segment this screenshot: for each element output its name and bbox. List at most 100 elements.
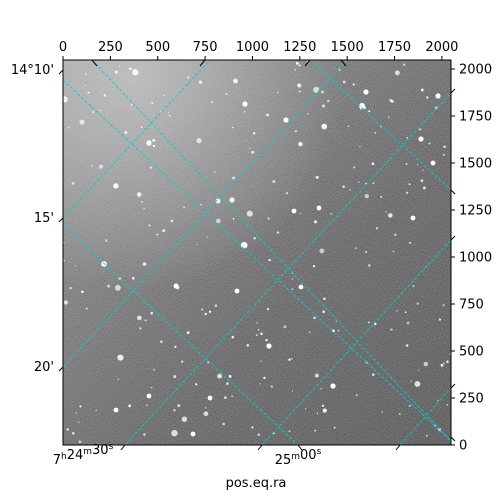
star-field [63, 60, 451, 444]
star [298, 90, 301, 93]
grid-edge-tick [340, 59, 347, 67]
star [167, 111, 170, 114]
star [252, 132, 256, 135]
star [291, 288, 294, 291]
star [387, 116, 390, 118]
star [294, 69, 297, 71]
star [313, 86, 320, 93]
x-tick-label: 500 [145, 40, 170, 55]
star [200, 204, 202, 206]
star [260, 360, 262, 362]
star [392, 250, 395, 253]
star [168, 114, 171, 117]
star [204, 312, 207, 316]
y-tick-label: 250 [459, 392, 484, 407]
star [322, 104, 325, 108]
star [103, 93, 107, 97]
star [124, 130, 128, 134]
star [349, 189, 351, 191]
star [342, 80, 346, 84]
star [141, 200, 144, 204]
star [149, 166, 152, 169]
dec-axis: 14°10' 15' 20' [11, 59, 456, 451]
star [259, 383, 261, 385]
star [313, 316, 316, 320]
star [177, 404, 181, 408]
star [272, 180, 276, 183]
star [422, 169, 424, 171]
star [129, 67, 132, 71]
star [130, 103, 133, 106]
star [364, 250, 368, 254]
star [95, 409, 97, 412]
star [330, 212, 332, 215]
star [71, 181, 75, 185]
star [374, 132, 377, 134]
star [322, 310, 326, 314]
star [321, 90, 324, 94]
star [224, 396, 227, 399]
grid-line [63, 79, 451, 442]
star [105, 240, 108, 243]
plot-frame [62, 59, 452, 446]
star [71, 431, 75, 435]
star [160, 340, 163, 344]
star [276, 91, 279, 94]
grid-edge-tick [257, 444, 263, 451]
star [418, 136, 424, 142]
star [323, 297, 326, 300]
grid-line [309, 60, 451, 191]
star [78, 440, 82, 444]
star [423, 361, 428, 367]
star [304, 408, 307, 410]
x-tick-label: 0 [59, 40, 67, 55]
y-tick-label: 2000 [459, 63, 492, 78]
x-tick-label: 250 [98, 40, 123, 55]
star [375, 227, 379, 230]
star [265, 338, 268, 342]
star [294, 130, 298, 133]
star [332, 329, 335, 333]
star [257, 329, 260, 331]
star [367, 264, 371, 267]
star [394, 233, 397, 236]
dec-tick-label: 14°10' [11, 63, 54, 78]
star [78, 421, 80, 423]
star [260, 332, 263, 335]
star [426, 96, 429, 99]
star [409, 241, 412, 244]
star [442, 362, 445, 365]
star [266, 307, 270, 311]
star [152, 139, 156, 142]
star [211, 100, 214, 104]
star [314, 220, 317, 224]
star [139, 327, 142, 330]
star [183, 206, 186, 209]
grid-edge-tick [395, 444, 401, 451]
star [408, 183, 411, 186]
star [256, 322, 258, 324]
star [276, 231, 280, 234]
star [355, 394, 358, 397]
star [297, 83, 302, 88]
y-tick-label: 1250 [459, 204, 492, 219]
star [387, 213, 393, 218]
dec-tick-label: 15' [34, 211, 54, 226]
y-tick-label: 1000 [459, 251, 492, 266]
star [330, 383, 336, 389]
star [186, 331, 190, 335]
star [225, 382, 229, 385]
star [406, 191, 409, 194]
star [337, 329, 340, 332]
star [404, 311, 407, 314]
x-tick-label: 1250 [283, 40, 316, 55]
star [228, 374, 232, 378]
star [146, 404, 148, 406]
star [84, 84, 86, 87]
star [151, 102, 154, 104]
star [87, 91, 90, 94]
star [214, 171, 216, 173]
star [63, 300, 68, 305]
star [215, 198, 221, 204]
star [316, 412, 319, 415]
